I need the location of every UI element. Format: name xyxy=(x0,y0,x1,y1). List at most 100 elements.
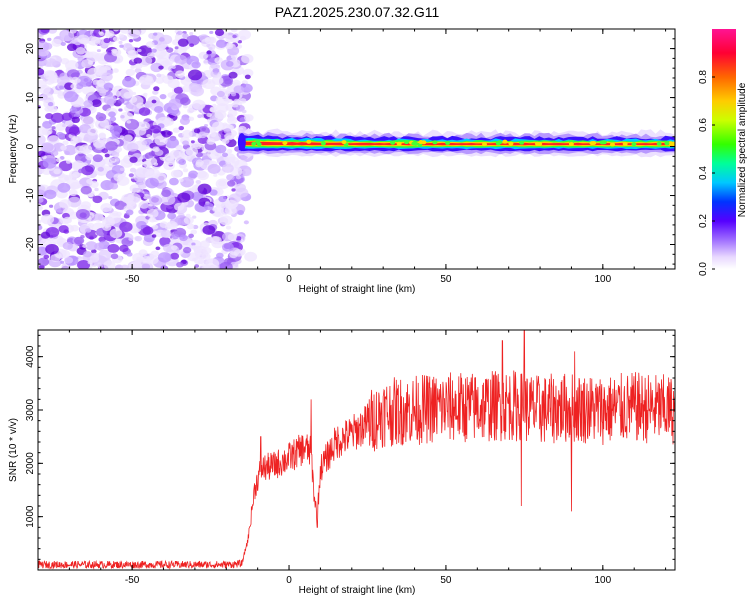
noise-blob xyxy=(148,151,155,156)
noise-blob xyxy=(219,215,233,226)
noise-blob xyxy=(233,85,245,94)
noise-blob xyxy=(174,54,188,65)
noise-blob xyxy=(112,36,120,42)
noise-blob xyxy=(164,157,176,166)
noise-blob xyxy=(185,213,191,218)
noise-blob xyxy=(126,142,139,152)
noise-blob xyxy=(75,78,81,83)
noise-blob xyxy=(243,220,249,225)
noise-blob xyxy=(238,29,252,40)
noise-blob xyxy=(50,254,61,262)
noise-blob xyxy=(59,199,72,209)
noise-blob xyxy=(189,43,195,48)
noise-blob xyxy=(201,253,211,261)
noise-blob xyxy=(232,79,241,87)
noise-blob xyxy=(242,169,252,177)
noise-blob xyxy=(119,244,129,253)
noise-blob xyxy=(190,140,195,144)
noise-blob xyxy=(177,192,191,203)
y-tick-label: 0 xyxy=(25,143,36,149)
noise-blob xyxy=(237,209,245,216)
noise-blob xyxy=(151,99,157,104)
noise-blob xyxy=(81,165,94,176)
x-tick-label: -50 xyxy=(125,274,140,285)
noise-blob xyxy=(102,224,112,231)
noise-blob xyxy=(128,173,134,178)
noise-blob xyxy=(138,107,151,116)
noise-region xyxy=(38,29,258,269)
noise-blob xyxy=(174,70,185,78)
noise-blob xyxy=(224,205,237,216)
noise-blob xyxy=(60,30,75,42)
signal-bead xyxy=(664,141,670,146)
noise-blob xyxy=(132,187,138,192)
noise-blob xyxy=(92,81,98,86)
noise-blob xyxy=(134,63,143,70)
noise-blob xyxy=(204,37,211,42)
noise-blob xyxy=(57,182,71,193)
noise-blob xyxy=(119,167,125,172)
noise-blob xyxy=(173,86,184,94)
noise-blob xyxy=(210,63,218,69)
noise-blob xyxy=(225,60,234,67)
noise-blob xyxy=(104,153,110,158)
noise-blob xyxy=(75,208,90,220)
noise-blob xyxy=(226,148,233,154)
noise-blob xyxy=(136,220,147,230)
noise-blob xyxy=(58,85,65,90)
noise-blob xyxy=(94,187,99,192)
noise-blob xyxy=(38,68,45,76)
noise-blob xyxy=(188,116,195,122)
signal-bead xyxy=(390,140,396,145)
noise-blob xyxy=(227,85,234,91)
noise-blob xyxy=(40,92,54,103)
signal-bead xyxy=(421,140,427,145)
noise-blob xyxy=(140,146,147,151)
noise-blob xyxy=(127,49,139,59)
noise-blob xyxy=(206,50,212,55)
noise-blob xyxy=(235,236,242,241)
signal-bead xyxy=(282,140,288,145)
noise-blob xyxy=(146,195,151,199)
noise-blob xyxy=(142,226,154,235)
noise-blob xyxy=(153,32,158,36)
noise-blob xyxy=(168,98,182,109)
noise-blob xyxy=(193,142,202,150)
noise-blob xyxy=(87,127,98,136)
noise-blob xyxy=(86,174,92,178)
noise-blob xyxy=(183,216,194,225)
signal-bead xyxy=(534,141,540,146)
noise-blob xyxy=(218,180,227,187)
noise-blob xyxy=(118,40,123,45)
noise-blob xyxy=(203,60,208,64)
noise-blob xyxy=(185,146,199,157)
noise-blob xyxy=(80,185,92,195)
noise-blob xyxy=(230,92,237,97)
noise-blob xyxy=(81,116,95,127)
noise-blob xyxy=(191,242,196,246)
noise-blob xyxy=(100,203,113,213)
noise-blob xyxy=(150,62,163,73)
noise-blob xyxy=(38,150,46,157)
signal-bead xyxy=(432,140,438,145)
noise-blob xyxy=(134,235,143,242)
noise-blob xyxy=(241,109,247,114)
noise-blob xyxy=(109,157,117,164)
noise-blob xyxy=(218,195,227,203)
noise-blob xyxy=(109,228,123,239)
noise-blob xyxy=(161,189,172,198)
noise-blob xyxy=(203,123,209,128)
noise-blob xyxy=(47,29,58,34)
noise-blob xyxy=(65,159,72,164)
noise-blob xyxy=(72,160,85,170)
x-tick-label: -50 xyxy=(125,575,140,586)
noise-blob xyxy=(146,208,159,218)
noise-blob xyxy=(107,213,122,224)
noise-blob xyxy=(155,77,164,84)
noise-blob xyxy=(152,89,159,95)
noise-blob xyxy=(186,223,195,230)
signal-bead xyxy=(306,139,312,144)
x-tick-label: 50 xyxy=(440,274,452,285)
noise-blob xyxy=(223,128,232,134)
